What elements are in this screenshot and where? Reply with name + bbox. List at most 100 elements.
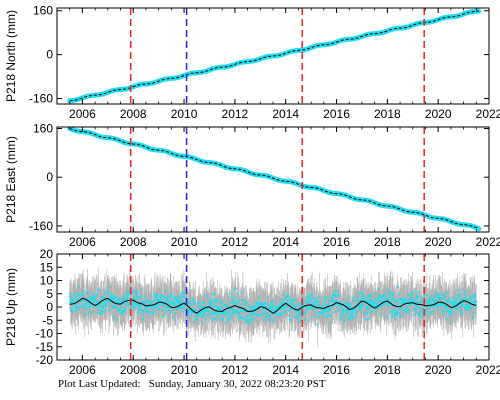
scatter-points	[68, 285, 478, 326]
x-tick-label: 2016	[323, 235, 350, 249]
data-point	[93, 297, 96, 300]
data-point	[336, 290, 339, 293]
data-point	[156, 293, 159, 296]
data-point	[188, 311, 191, 314]
data-point	[227, 320, 230, 323]
data-point	[259, 301, 262, 304]
data-point	[88, 305, 91, 308]
data-point	[365, 297, 368, 300]
data-point	[356, 298, 359, 301]
data-point	[425, 310, 428, 313]
data-point	[224, 322, 227, 325]
data-point	[163, 290, 167, 293]
data-point	[387, 298, 390, 301]
data-point	[71, 310, 74, 313]
data-point	[418, 295, 421, 298]
data-point	[228, 302, 231, 305]
data-point	[388, 304, 391, 307]
data-point	[392, 297, 395, 300]
data-point	[147, 300, 151, 304]
data-point	[289, 302, 292, 305]
data-point	[298, 312, 301, 315]
data-point	[418, 313, 421, 317]
data-point	[84, 308, 88, 311]
data-point	[426, 313, 429, 316]
data-point	[458, 304, 461, 307]
data-point	[237, 298, 240, 301]
data-point	[277, 314, 280, 317]
data-point	[472, 316, 475, 319]
data-point	[115, 295, 118, 298]
data-point	[222, 313, 226, 316]
data-point	[160, 293, 163, 297]
data-point	[264, 305, 267, 308]
data-point	[155, 295, 158, 298]
data-point	[332, 300, 335, 303]
data-point	[348, 303, 351, 306]
data-point	[287, 300, 290, 303]
data-point	[280, 298, 283, 302]
data-point	[171, 309, 174, 312]
data-point	[362, 303, 365, 306]
data-point	[86, 306, 90, 309]
data-point	[157, 298, 160, 301]
y-tick-label: -160	[29, 92, 53, 106]
data-point	[118, 297, 122, 300]
data-point	[234, 301, 237, 304]
y-tick-label: 160	[33, 122, 53, 136]
y-tick-label: 160	[33, 4, 53, 18]
footer-label: Plot Last Updated:	[58, 378, 141, 390]
plot-area	[67, 8, 482, 104]
data-point	[363, 299, 367, 302]
data-point	[203, 300, 206, 303]
data-point	[443, 295, 446, 298]
data-point	[103, 292, 106, 295]
data-point	[442, 313, 446, 316]
data-point	[427, 306, 430, 310]
data-point	[333, 293, 336, 296]
data-point	[386, 289, 389, 292]
data-point	[104, 301, 107, 304]
data-point	[305, 307, 308, 310]
data-point	[210, 302, 213, 305]
data-point	[263, 301, 267, 305]
data-point	[383, 292, 387, 295]
series-trend	[69, 128, 479, 230]
data-point	[244, 317, 247, 320]
data-point	[261, 312, 264, 315]
data-point	[347, 311, 350, 314]
data-point	[345, 313, 348, 316]
data-point	[81, 294, 84, 297]
data-point	[106, 290, 109, 293]
data-point	[254, 312, 257, 316]
data-point	[454, 300, 457, 303]
data-point	[243, 306, 246, 309]
data-point	[416, 312, 419, 315]
data-point	[108, 304, 111, 307]
data-point	[407, 308, 410, 312]
data-point	[97, 289, 100, 292]
data-point	[161, 299, 164, 302]
data-point	[265, 311, 268, 315]
data-point	[200, 321, 203, 324]
data-point	[352, 315, 355, 318]
data-point	[369, 294, 372, 298]
data-point	[103, 304, 106, 307]
data-point	[462, 303, 465, 306]
data-point	[330, 314, 333, 317]
data-point	[241, 303, 244, 306]
data-point	[172, 316, 175, 319]
data-point	[376, 302, 379, 305]
data-point	[329, 307, 332, 310]
data-point	[376, 299, 379, 303]
data-point	[363, 312, 366, 315]
data-point	[95, 293, 99, 296]
data-point	[165, 306, 168, 309]
data-point	[236, 309, 239, 313]
data-point	[123, 308, 126, 311]
data-point	[269, 305, 272, 308]
data-point	[392, 309, 396, 312]
x-tick-label: 2018	[374, 107, 401, 121]
data-point	[251, 305, 254, 308]
data-point	[218, 306, 221, 309]
